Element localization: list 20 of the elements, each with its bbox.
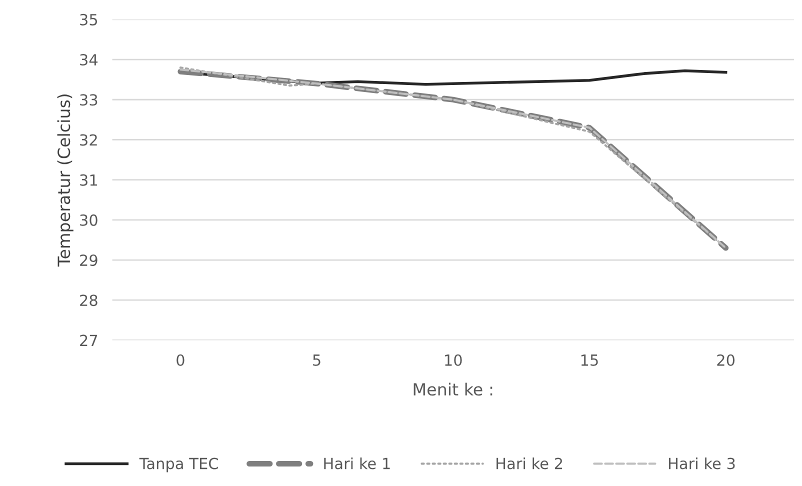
x-tick-label: 5 [313, 354, 320, 366]
legend-label: Hari ke 1 [324, 457, 390, 470]
y-tick-label: 35 [80, 14, 98, 26]
x-tick-label: 0 [176, 354, 184, 366]
x-tick-label: 15 [581, 354, 598, 366]
x-axis-title: Menit ke : [414, 382, 492, 396]
legend-label: Tanpa TEC [139, 458, 218, 472]
y-tick-label: 34 [80, 54, 98, 66]
y-tick-label: 30 [80, 214, 98, 226]
y-tick-label: 27 [80, 334, 98, 346]
x-tick-label: 10 [445, 354, 462, 366]
y-tick-label: 29 [80, 254, 98, 266]
legend-label: Hari ke 2 [496, 457, 562, 470]
y-tick-label: 33 [80, 94, 98, 106]
y-tick-label: 28 [80, 294, 98, 306]
legend-label: Hari ke 3 [668, 457, 735, 470]
x-tick-label: 20 [717, 354, 735, 366]
y-axis-title: Temperatur (Celcius) [57, 94, 74, 267]
y-tick-label: 32 [80, 134, 97, 146]
y-tick-label: 31 [80, 174, 97, 186]
